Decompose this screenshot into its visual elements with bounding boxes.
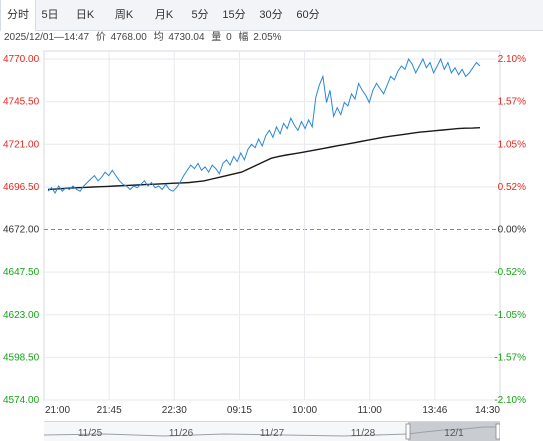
y-tick-pct-label: -1.05% [494,310,526,321]
y-tick-pct-label: -0.52% [494,267,526,278]
date-navigator-track: 11/25 11/26 11/27 11/28 12/1 [44,422,500,441]
y-tick-pct-label: -2.10% [494,395,526,406]
y-tick-price-label: 4623.00 [3,310,40,321]
navigator-date-label: 11/28 [351,428,376,439]
info-avg: 4730.04 [168,32,205,43]
x-tick-label: 09:15 [227,405,252,416]
plot-frame [43,50,501,401]
tab-0[interactable]: 分时 [0,0,36,31]
info-pct: 2.05% [253,32,282,43]
average-price-line [47,127,481,191]
y-tick-pct-label: 1.05% [498,139,526,150]
x-tick-label: 13:46 [422,405,447,416]
info-price-label: 价 [95,32,106,43]
navigator-handle-right [495,423,500,440]
quote-info-bar: 2025/12/01—14:47 价 4768.00 均 4730.04 量 0… [4,31,286,45]
y-tick-price-label: 4647.50 [3,267,40,278]
info-avg-label: 均 [153,32,164,43]
y-tick-price-label: 4770.00 [3,54,40,65]
x-tick-label: 21:00 [45,405,70,416]
navigator-handle-left [405,423,411,440]
info-price: 4768.00 [110,32,147,43]
chart-grid [43,50,501,401]
x-tick-label: 11:00 [358,405,383,416]
y-tick-pct-label: 1.57% [498,97,526,108]
info-pct-label: 幅 [238,32,249,43]
y-tick-pct-label: -1.57% [494,352,526,363]
y-tick-pct-label: 0.52% [498,182,526,193]
y-tick-price-label: 4672.00 [3,225,40,236]
info-time: 2025/12/01—14:47 [4,32,90,43]
date-navigator[interactable]: 11/25 11/26 11/27 11/28 12/1 [44,421,500,441]
tab-4[interactable]: 月K [154,9,174,21]
tab-2[interactable]: 日K [75,9,95,21]
x-tick-label: 21:45 [97,405,122,416]
tab-5[interactable]: 5分 [191,9,209,21]
tab-7[interactable]: 30分 [259,9,283,21]
price-line [47,57,481,194]
period-tab-bar: 分时 5日 日K 周K 月K 5分 15分 30分 60分 [0,0,543,31]
y-tick-price-label: 4598.50 [3,352,40,363]
tab-3[interactable]: 周K [114,9,134,21]
x-axis-labels: 21:00 21:45 22:30 09:15 10:00 11:00 13:46 14:30 [45,405,500,416]
navigator-date-label: 12/1 [444,428,464,439]
y-tick-price-label: 4745.50 [3,97,40,108]
tab-8[interactable]: 60分 [296,9,320,21]
x-tick-label: 10:00 [292,405,317,416]
x-tick-label: 14:30 [475,405,500,416]
navigator-date-label: 11/27 [260,428,285,439]
navigator-trend [44,426,500,437]
navigator-date-label: 11/25 [78,428,103,439]
y-tick-price-label: 4574.00 [3,395,40,406]
info-vol-label: 量 [211,32,222,43]
tab-1[interactable]: 5日 [41,9,59,21]
navigator-date-label: 11/26 [169,428,194,439]
navigator-window [408,422,500,441]
x-tick-label: 22:30 [162,405,187,416]
tab-6[interactable]: 15分 [222,9,246,21]
y-tick-pct-label: 0.00% [498,225,526,236]
y-axis-labels: 4770.00 2.10% 4745.50 1.57% 4721.00 1.05% 4696… [3,54,526,406]
info-vol: 0 [226,32,232,43]
y-tick-price-label: 4721.00 [3,139,40,150]
y-tick-price-label: 4696.50 [3,182,40,193]
y-tick-pct-label: 2.10% [498,54,526,65]
